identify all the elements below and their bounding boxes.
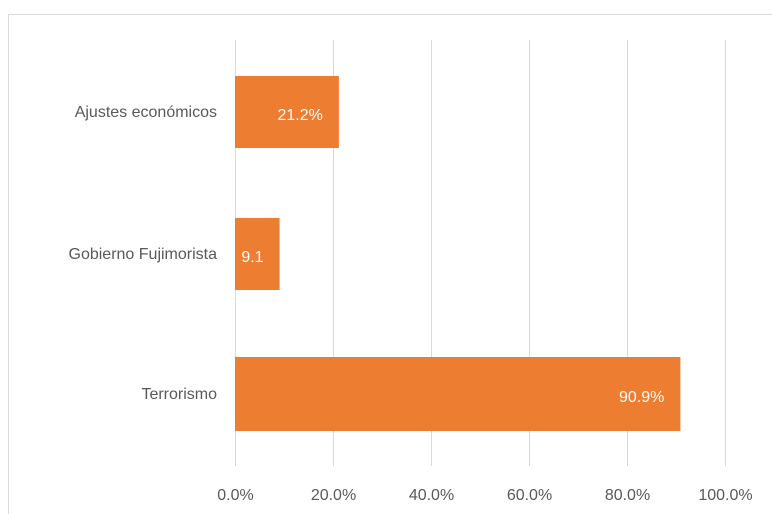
bar — [235, 357, 681, 431]
category-label: Gobierno Fujimorista — [69, 246, 218, 263]
chart-border-top — [8, 14, 772, 15]
category-label: Terrorismo — [141, 386, 217, 403]
x-tick-label: 40.0% — [409, 487, 454, 504]
category-label: Ajustes económicos — [75, 104, 217, 121]
data-label: 9.1 — [241, 249, 263, 266]
x-tick-label: 80.0% — [605, 487, 650, 504]
bar — [235, 76, 339, 148]
data-label: 21.2% — [278, 107, 323, 124]
x-tick-label: 20.0% — [311, 487, 356, 504]
x-tick-label: 60.0% — [507, 487, 552, 504]
x-tick-label: 0.0% — [217, 487, 253, 504]
x-tick-label: 100.0% — [698, 487, 752, 504]
bar — [235, 218, 280, 290]
data-label: 90.9% — [619, 389, 664, 406]
chart-border-left — [8, 14, 9, 514]
